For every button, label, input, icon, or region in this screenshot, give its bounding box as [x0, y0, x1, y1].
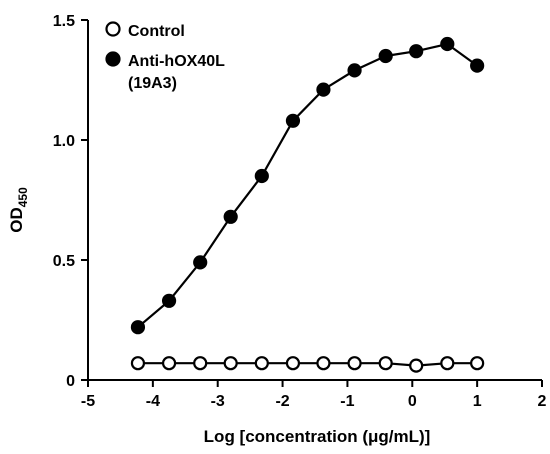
- x-tick-label: 1: [473, 393, 482, 410]
- data-point: [193, 356, 208, 371]
- legend-label: (19A3): [128, 75, 177, 92]
- y-tick-label: 0: [66, 373, 75, 390]
- x-tick-label: -4: [146, 393, 160, 410]
- axes: -5 -4 -3 -2 -1 0 1 2 0 0.5 1.0 1.5: [53, 13, 547, 410]
- legend-marker: [105, 51, 121, 67]
- x-tick-label: 0: [408, 393, 417, 410]
- x-tick-label: -3: [211, 393, 225, 410]
- data-point: [161, 356, 177, 371]
- x-tick-label: -5: [81, 393, 95, 410]
- y-axis-title-subscript: 450: [16, 187, 30, 207]
- x-tick-label: -2: [275, 393, 289, 410]
- y-tick-label: 0.5: [53, 253, 75, 270]
- data-point: [316, 356, 331, 371]
- data-point: [347, 356, 362, 371]
- y-axis-title-main: OD: [7, 207, 26, 233]
- data-point: [254, 356, 269, 371]
- data-point: [161, 293, 177, 308]
- data-point: [223, 356, 238, 371]
- data-point: [409, 44, 424, 59]
- data-point: [440, 356, 455, 371]
- data-point: [378, 356, 393, 371]
- x-axis-title: Log [concentration (μg/mL)]: [204, 427, 431, 446]
- data-point: [470, 356, 485, 371]
- y-tick-label: 1.0: [53, 133, 75, 150]
- data-point: [378, 48, 393, 64]
- data-point: [130, 356, 146, 371]
- data-point: [347, 63, 362, 78]
- data-point: [285, 356, 301, 371]
- data-point: [470, 58, 485, 73]
- data-point: [130, 320, 146, 335]
- legend: Control Anti-hOX40L (19A3): [105, 21, 225, 92]
- x-tick-label: 2: [538, 393, 547, 410]
- y-axis-title: OD450: [7, 187, 30, 233]
- legend-label: Control: [128, 23, 185, 40]
- series-line: [137, 42, 478, 329]
- series-anti-hox40l: [130, 36, 485, 335]
- data-point: [254, 168, 269, 184]
- data-point: [440, 36, 455, 52]
- data-point: [223, 209, 238, 224]
- legend-label: Anti-hOX40L: [128, 53, 225, 70]
- legend-marker: [105, 21, 121, 37]
- series-line: [137, 362, 478, 367]
- series-layer: [130, 36, 485, 373]
- data-point: [316, 82, 331, 97]
- y-tick-label: 1.5: [53, 13, 75, 30]
- data-point: [193, 255, 208, 270]
- data-point: [285, 113, 301, 128]
- x-tick-label: -1: [340, 393, 354, 410]
- data-point: [409, 358, 424, 373]
- series-control: [130, 356, 485, 373]
